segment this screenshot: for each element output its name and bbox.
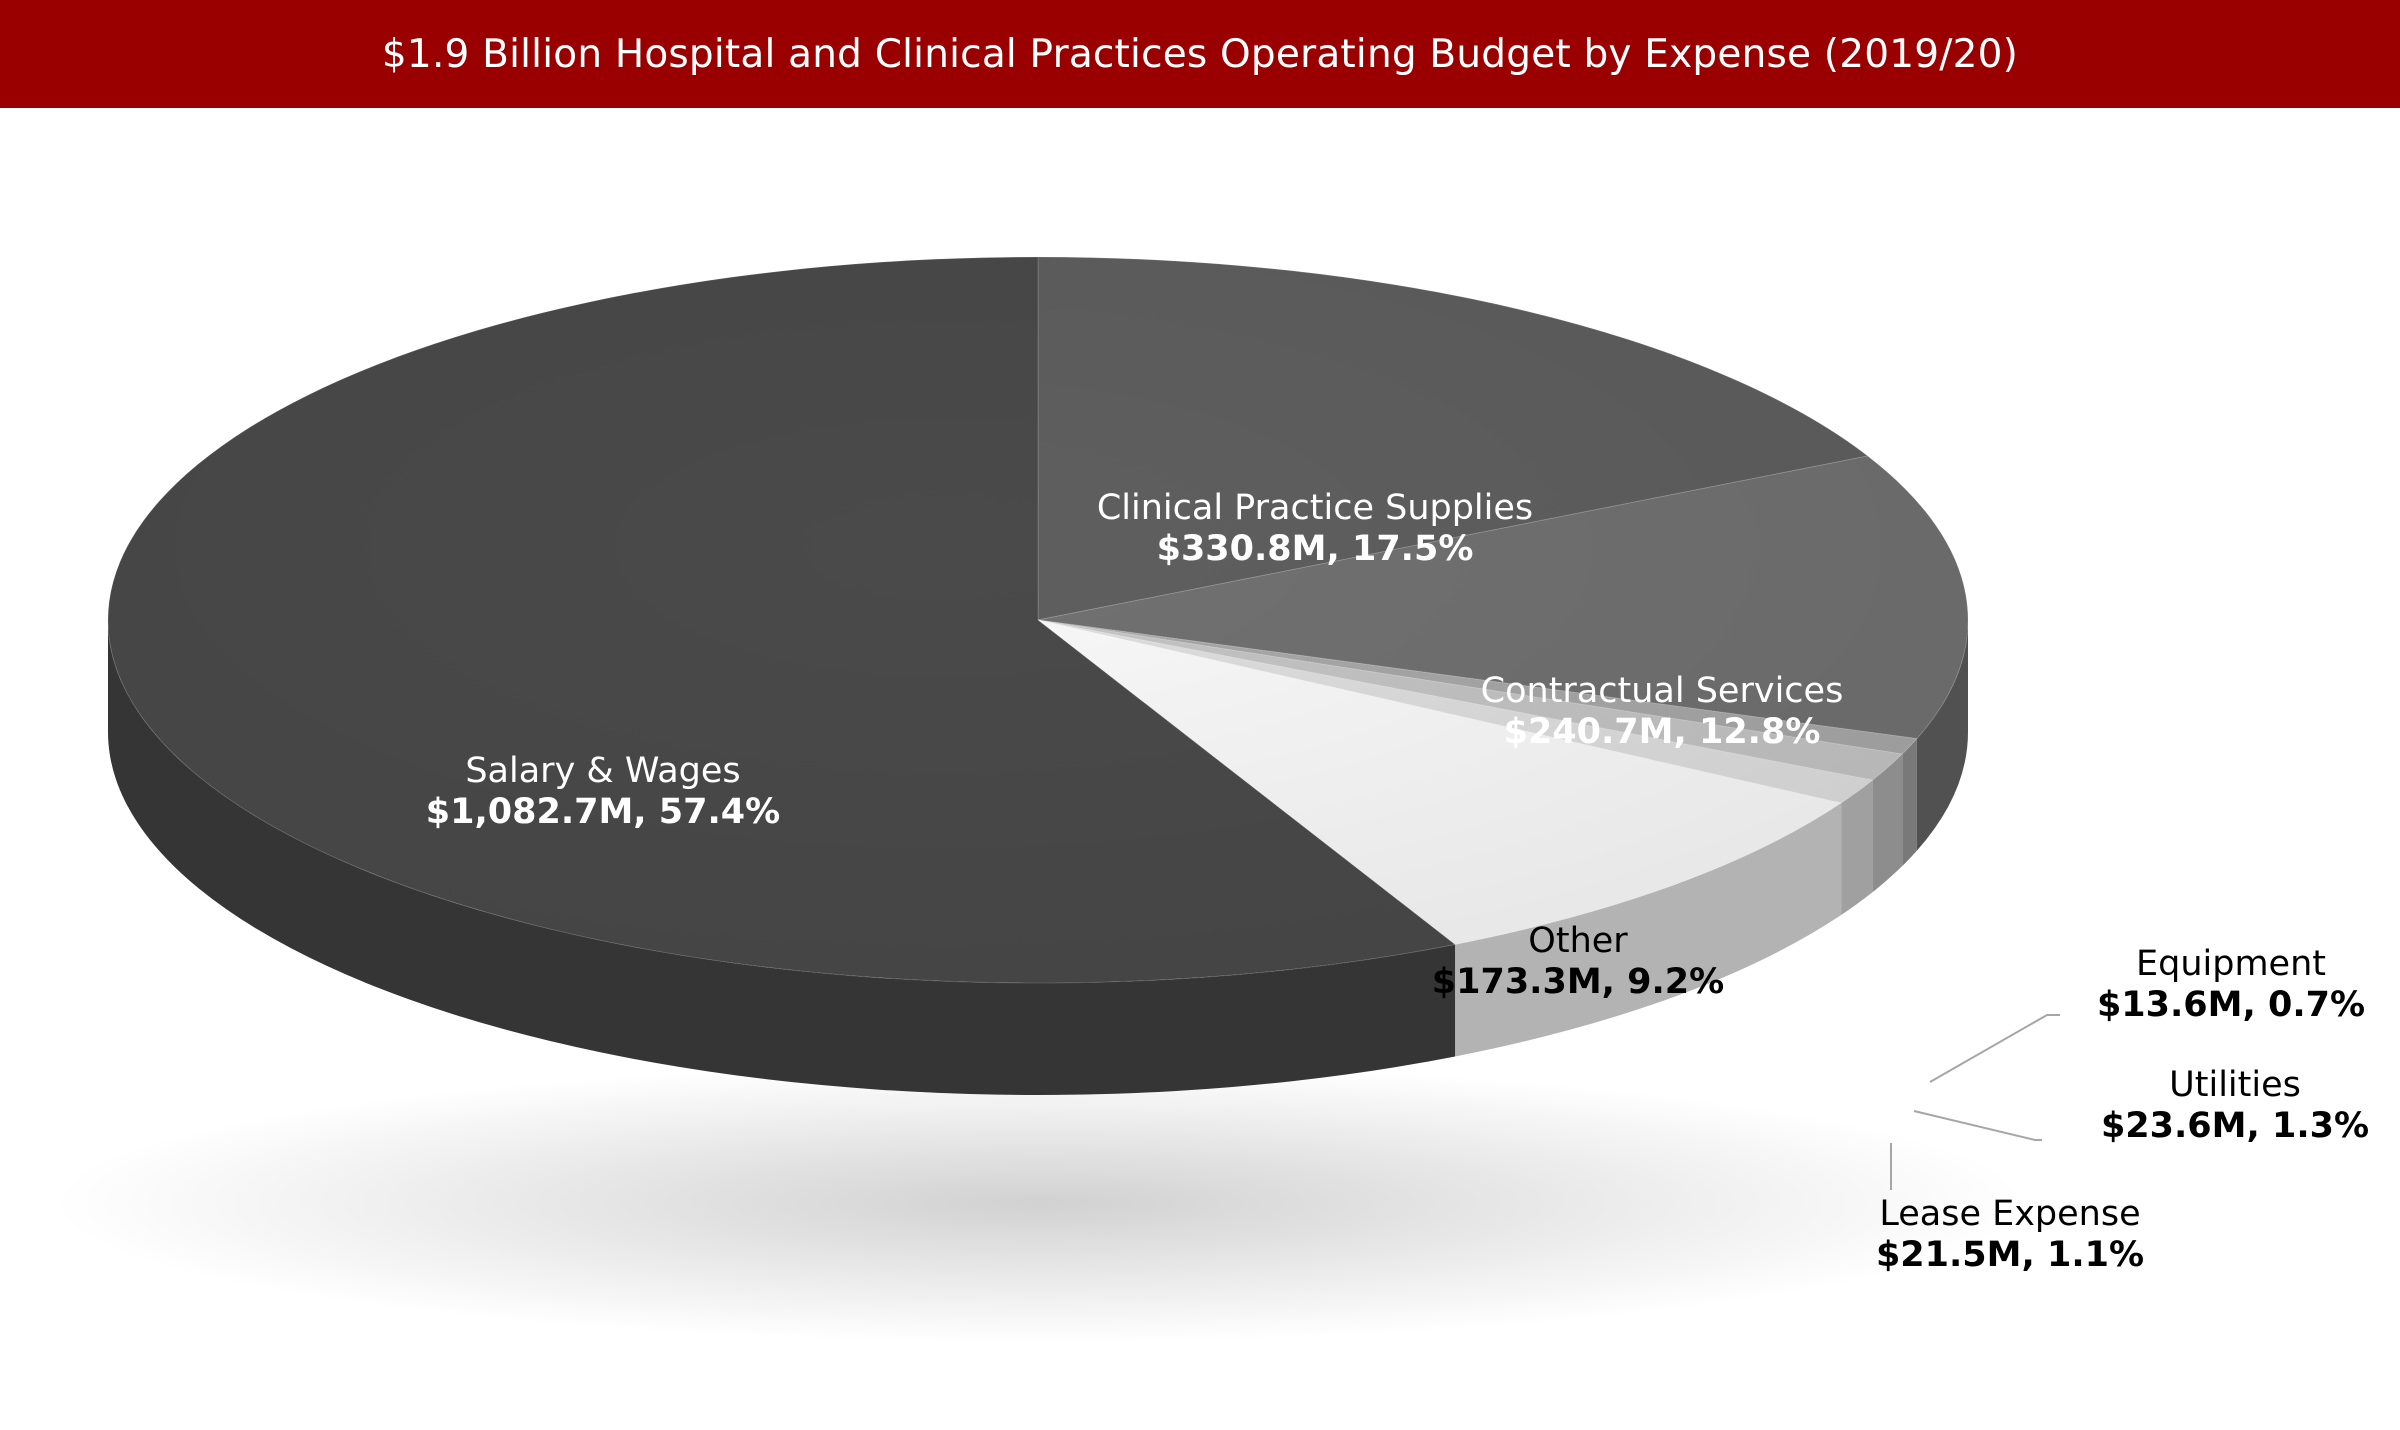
label-clinical-practice-supplies-value: $330.8M, 17.5% xyxy=(1157,529,1474,569)
pie-shadow xyxy=(50,1063,2030,1343)
label-equipment-name: Equipment xyxy=(2136,944,2326,984)
label-clinical-practice-supplies-name: Clinical Practice Supplies xyxy=(1097,488,1533,528)
side-lease-expense xyxy=(1841,780,1873,916)
pie-sides xyxy=(108,620,1968,1095)
leader-lines xyxy=(1890,1014,2060,1190)
chart-title: $1.9 Billion Hospital and Clinical Pract… xyxy=(0,0,2400,108)
side-utilities xyxy=(1872,754,1903,893)
label-utilities-name: Utilities xyxy=(2169,1065,2301,1105)
label-other-value: $173.3M, 9.2% xyxy=(1432,962,1724,1002)
slice-labels: Clinical Practice Supplies $330.8M, 17.5… xyxy=(426,488,2369,1275)
pie-top xyxy=(107,256,1969,984)
label-salary-wages-name: Salary & Wages xyxy=(465,751,740,791)
label-salary-wages-value: $1,082.7M, 57.4% xyxy=(426,792,780,832)
side-contractual-services xyxy=(1916,620,1968,851)
side-salary-wages xyxy=(108,620,1456,1095)
label-contractual-services-name: Contractual Services xyxy=(1481,671,1844,711)
label-other-name: Other xyxy=(1528,921,1628,961)
label-equipment-value: $13.6M, 0.7% xyxy=(2097,985,2365,1025)
label-contractual-services-value: $240.7M, 12.8% xyxy=(1504,712,1821,752)
side-other xyxy=(1455,803,1842,1057)
label-lease-expense-name: Lease Expense xyxy=(1879,1194,2140,1234)
side-equipment xyxy=(1902,738,1917,867)
label-lease-expense-value: $21.5M, 1.1% xyxy=(1876,1235,2144,1275)
label-utilities-value: $23.6M, 1.3% xyxy=(2101,1106,2369,1146)
pie-chart: Clinical Practice Supplies $330.8M, 17.5… xyxy=(50,256,2369,1343)
leader-utilities xyxy=(1913,1110,2042,1141)
leader-equipment xyxy=(1929,1014,2060,1083)
pie-top-shading xyxy=(108,257,1968,983)
